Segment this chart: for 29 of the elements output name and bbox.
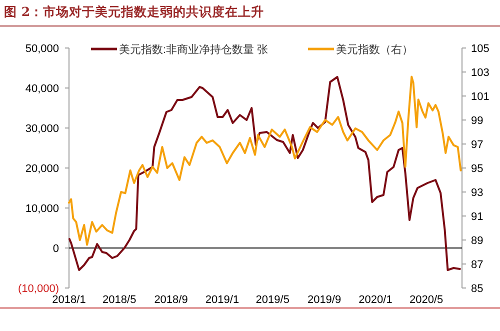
y2-tick-label: 101	[471, 90, 490, 103]
legend-label: 美元指数（右）	[336, 42, 413, 56]
y-tick-label: 10,000	[25, 202, 59, 215]
y-tick-label: 30,000	[25, 122, 59, 135]
y2-tick-label: 85	[471, 282, 484, 295]
y2-tick-label: 103	[471, 66, 490, 79]
y2-tick-label: 97	[471, 138, 484, 151]
legend-label: 美元指数:非商业净持仓数量 张	[119, 42, 268, 56]
y2-tick-label: 87	[471, 258, 484, 271]
y2-tick-label: 89	[471, 234, 484, 247]
y-tick-label: 0	[52, 242, 59, 255]
y2-tick-label: 105	[471, 42, 490, 55]
y-tick-label: 40,000	[25, 82, 59, 95]
x-tick-label: 2020/1	[358, 294, 392, 306]
y2-tick-label: 91	[471, 210, 484, 223]
x-tick-label: 2019/5	[256, 294, 290, 306]
chart-title: 图 2：市场对于美元指数走弱的共识度在上升	[4, 4, 264, 19]
y2-tick-label: 93	[471, 186, 484, 199]
x-tick-label: 2020/5	[409, 294, 444, 306]
x-tick-label: 2018/1	[52, 294, 86, 306]
x-tick-label: 2018/9	[154, 294, 188, 306]
x-tick-label: 2019/9	[307, 294, 342, 306]
y-tick-label: 50,000	[25, 42, 59, 55]
x-tick-label: 2019/1	[205, 294, 240, 306]
y-tick-label: 20,000	[25, 162, 59, 175]
y2-tick-label: 95	[471, 162, 484, 175]
y-tick-label: (10,000)	[18, 282, 59, 295]
x-tick-label: 2018/5	[102, 294, 136, 306]
y2-tick-label: 99	[471, 114, 484, 127]
